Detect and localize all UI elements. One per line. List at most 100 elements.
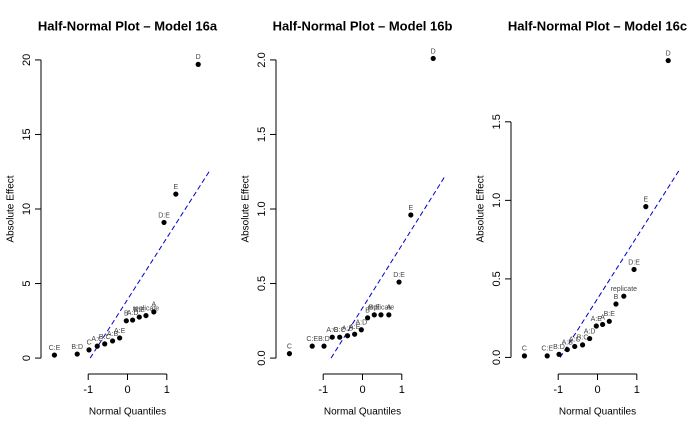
y-tick-label: 10 bbox=[21, 203, 33, 215]
point-label: A:E bbox=[591, 316, 603, 323]
point bbox=[195, 61, 201, 67]
point-label: A:C bbox=[91, 336, 103, 343]
point-label: B bbox=[124, 311, 129, 318]
reference-line bbox=[330, 175, 446, 359]
point bbox=[579, 342, 586, 348]
y-axis-title: Absolute Effect bbox=[241, 175, 252, 242]
chart-title: Half-Normal Plot – Model 16c bbox=[508, 18, 687, 33]
point-label: replicate bbox=[611, 286, 638, 293]
point bbox=[386, 312, 392, 318]
point bbox=[309, 343, 315, 349]
point-label: D:E bbox=[158, 212, 170, 219]
point-label: C:E bbox=[49, 345, 61, 352]
point-label: A:D bbox=[127, 310, 139, 317]
point-label: B:E bbox=[369, 305, 381, 312]
point bbox=[102, 341, 108, 347]
point bbox=[365, 315, 371, 321]
point bbox=[117, 335, 123, 341]
point-label: A:B bbox=[562, 339, 574, 346]
point bbox=[631, 266, 637, 273]
point bbox=[123, 318, 129, 324]
point-label: C:E bbox=[306, 336, 318, 343]
point-label: C:E bbox=[541, 346, 553, 353]
point-label: B:C bbox=[577, 335, 589, 342]
point bbox=[344, 333, 351, 339]
x-tick-label: 0 bbox=[124, 384, 130, 396]
chart-title: Half-Normal Plot – Model 16b bbox=[273, 18, 453, 33]
reference-line bbox=[559, 168, 681, 358]
y-tick-label: 1.5 bbox=[256, 127, 268, 142]
point-label: A:B bbox=[107, 331, 119, 338]
point bbox=[593, 323, 599, 329]
point bbox=[430, 55, 436, 62]
y-axis-title: Absolute Effect bbox=[476, 175, 487, 242]
point bbox=[94, 343, 100, 349]
point bbox=[151, 309, 157, 315]
y-tick-label: 0.0 bbox=[256, 350, 268, 365]
point-label: A:B bbox=[342, 326, 354, 333]
point-label: E bbox=[643, 196, 648, 203]
chart-title: Half-Normal Plot – Model 16a bbox=[38, 18, 218, 33]
x-tick-label: 0 bbox=[359, 384, 365, 396]
point-label: A bbox=[600, 314, 605, 321]
point bbox=[371, 312, 377, 318]
point-label: D bbox=[666, 50, 671, 57]
point-label: B bbox=[365, 308, 370, 315]
point bbox=[130, 317, 136, 323]
y-tick-label: 15 bbox=[21, 128, 33, 140]
point bbox=[396, 279, 402, 285]
y-tick-label: 2.0 bbox=[256, 52, 268, 67]
point-label: A bbox=[151, 302, 156, 309]
point-label: replicate bbox=[368, 305, 395, 312]
panel: Half-Normal Plot – Model 16a Normal Quant… bbox=[6, 18, 218, 417]
point bbox=[337, 334, 343, 340]
point bbox=[643, 204, 649, 210]
point-label: D bbox=[431, 48, 436, 55]
point-label: B:D bbox=[318, 336, 330, 343]
point-label: B:D bbox=[71, 344, 83, 351]
point-label: E bbox=[408, 205, 413, 212]
y-tick-label: 0 bbox=[21, 355, 33, 361]
x-axis-title: Normal Quantiles bbox=[324, 407, 401, 418]
point bbox=[556, 351, 562, 357]
point-label: B:D bbox=[553, 344, 565, 351]
point bbox=[161, 219, 167, 226]
y-tick-label: 0.5 bbox=[256, 276, 268, 291]
x-tick-label: 1 bbox=[634, 384, 640, 396]
point-label: C bbox=[287, 343, 292, 350]
point-label: B:C bbox=[334, 327, 346, 334]
point bbox=[74, 351, 80, 357]
x-axis-title: Normal Quantiles bbox=[559, 407, 636, 418]
point-label: C bbox=[522, 346, 527, 353]
point-label: A bbox=[386, 305, 391, 312]
point-label: B bbox=[614, 294, 619, 301]
point bbox=[600, 321, 606, 328]
x-axis-title: Normal Quantiles bbox=[89, 407, 166, 418]
point bbox=[621, 293, 627, 299]
point-label: E bbox=[173, 184, 178, 191]
point-label: A:E bbox=[349, 324, 361, 331]
panel: Half-Normal Plot – Model 16b Normal Quant… bbox=[241, 18, 453, 417]
point bbox=[564, 346, 570, 353]
point-label: A:D bbox=[584, 328, 596, 335]
point-label: C bbox=[86, 340, 91, 347]
y-axis-title: Absolute Effect bbox=[6, 175, 17, 242]
y-tick-label: 0.0 bbox=[491, 350, 503, 365]
point bbox=[544, 353, 550, 359]
point bbox=[143, 312, 149, 319]
point bbox=[173, 191, 179, 197]
point-label: A:C bbox=[569, 336, 581, 343]
point-label: A:E bbox=[114, 328, 126, 335]
point bbox=[613, 301, 619, 307]
point bbox=[286, 351, 293, 357]
x-tick-label: 1 bbox=[164, 384, 170, 396]
x-tick-label: -1 bbox=[553, 384, 563, 396]
point bbox=[665, 57, 671, 64]
point-label: D:E bbox=[393, 272, 405, 279]
point bbox=[86, 347, 92, 353]
point-label: A:C bbox=[326, 327, 338, 334]
point-label: D:E bbox=[628, 259, 640, 266]
point bbox=[358, 327, 364, 333]
